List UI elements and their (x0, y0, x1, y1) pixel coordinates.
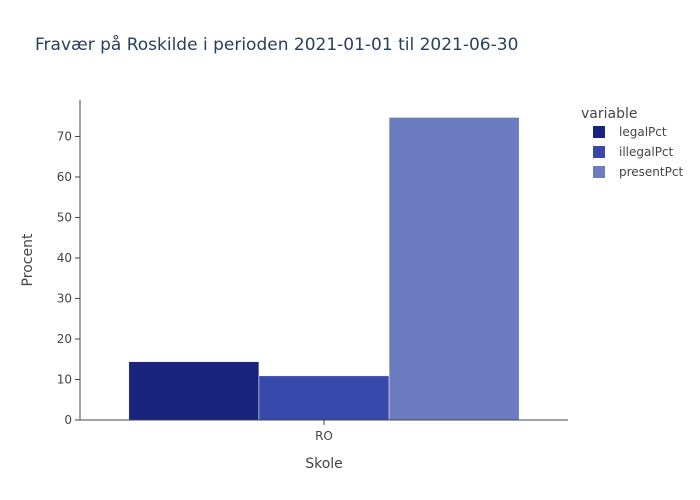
bars-layer (128, 117, 520, 421)
y-tick-label: 30 (57, 291, 72, 305)
x-axis: RO (80, 419, 568, 443)
y-tick-label: 10 (57, 372, 72, 386)
y-tick-label: 0 (64, 413, 72, 427)
legend-label: legalPct (619, 125, 667, 139)
bar-illegalPct (258, 375, 390, 421)
legend-label: presentPct (619, 165, 683, 179)
y-axis: 0 10 20 30 40 50 60 70 (57, 100, 81, 427)
y-tick-label: 70 (57, 129, 72, 143)
x-axis-title: Skole (305, 456, 343, 472)
y-tick-label: 40 (57, 251, 72, 265)
legend-title: variable (581, 106, 637, 122)
bar-presentPct (388, 117, 520, 421)
legend-swatch (593, 146, 605, 158)
legend-item-illegalPct[interactable]: illegalPct (593, 145, 674, 159)
y-tick-label: 60 (57, 170, 72, 184)
legend-item-legalPct[interactable]: legalPct (593, 125, 667, 139)
legend-swatch (593, 126, 605, 138)
legend-item-presentPct[interactable]: presentPct (593, 165, 683, 179)
y-axis-title: Procent (20, 233, 36, 286)
chart-title: Fravær på Roskilde i perioden 2021-01-01… (35, 34, 518, 55)
legend-items: legalPct illegalPct presentPct (593, 125, 683, 179)
bar-legalPct (128, 361, 260, 421)
y-tick-label: 50 (57, 210, 72, 224)
legend: variable legalPct illegalPct presentPct (581, 106, 683, 179)
x-tick-label: RO (315, 429, 333, 443)
legend-label: illegalPct (619, 145, 674, 159)
legend-swatch (593, 166, 605, 178)
y-tick-label: 20 (57, 332, 72, 346)
